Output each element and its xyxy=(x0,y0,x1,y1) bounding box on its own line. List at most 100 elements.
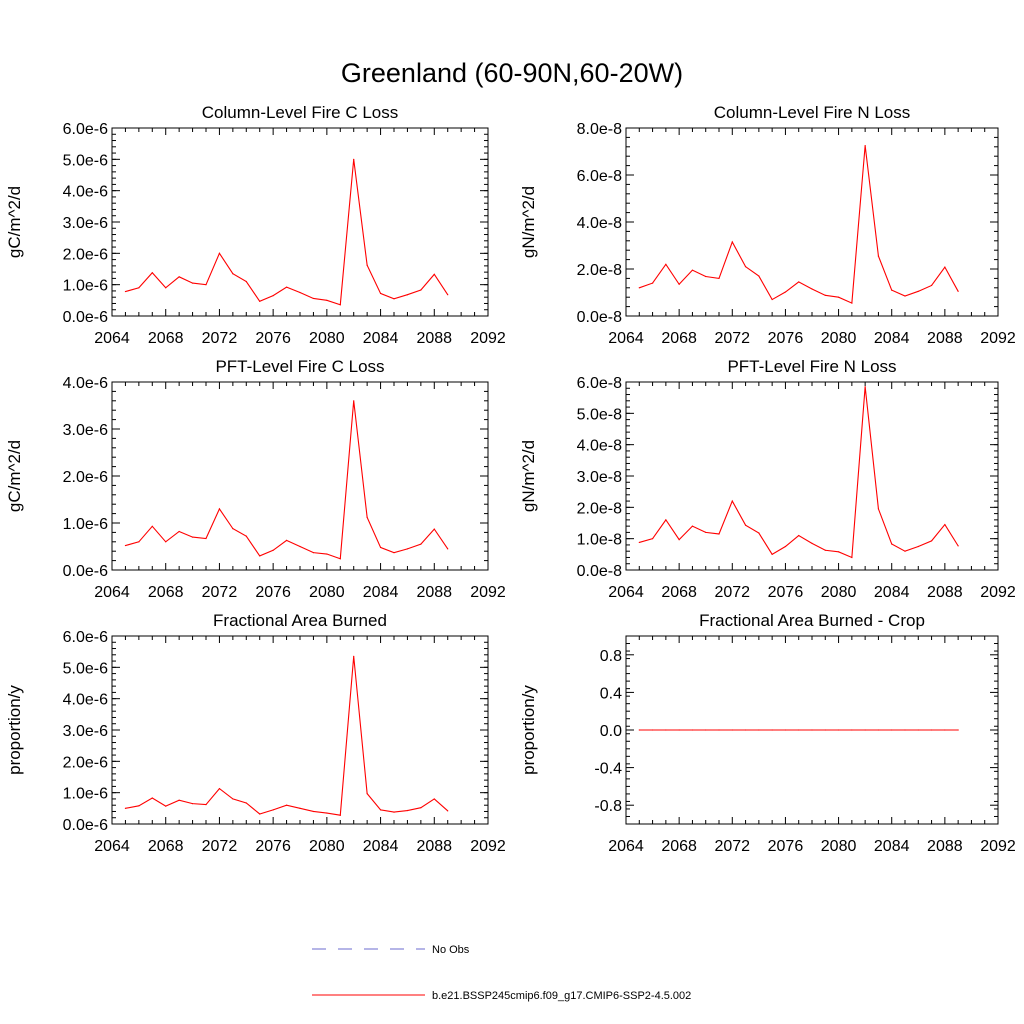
panel-1-point-2066 xyxy=(138,287,140,289)
panel-3-ytick-label-4: 4.0e-6 xyxy=(63,375,108,392)
panel-2-series-b-e21-bssp245cmip6-f xyxy=(639,145,959,304)
panel-3-point-2071 xyxy=(205,537,207,540)
panel-5-ytick-label-4: 4.0e-6 xyxy=(63,692,108,709)
panel-6-point-2071 xyxy=(718,729,720,731)
panel-6-point-2078 xyxy=(811,729,813,731)
panel-2-title: Column-Level Fire N Loss xyxy=(714,103,911,122)
panel-4-point-2072 xyxy=(731,500,733,502)
panel-1-point-2088 xyxy=(433,273,435,275)
panel-4-ytick-label-5: 5.0e-8 xyxy=(577,406,622,423)
panel-3-ylabel: gC/m^2/d xyxy=(5,440,24,512)
panel-6-point-2081 xyxy=(851,729,853,731)
panel-2-point-2083 xyxy=(877,255,880,257)
panel-3-xtick-label-2080: 2080 xyxy=(309,584,345,601)
panel-5-xtick-label-2068: 2068 xyxy=(148,838,184,855)
panel-4-point-2070 xyxy=(705,531,707,534)
panel-4-point-2076 xyxy=(784,545,787,548)
panel-2-point-2072 xyxy=(731,241,733,243)
panel-3-point-2073 xyxy=(232,528,234,530)
panel-6-point-2087 xyxy=(930,729,933,731)
panel-1-frame xyxy=(111,127,489,317)
panel-5-point-2089 xyxy=(447,810,449,812)
panel-2-point-2071 xyxy=(718,277,720,279)
panel-6-ytick-label-4: 0.8 xyxy=(600,648,622,665)
panel-5-xtick-label-2088: 2088 xyxy=(416,838,452,855)
panel-1-point-2078 xyxy=(299,291,301,294)
panel-5-point-2079 xyxy=(312,810,315,813)
panel-4-xtick-label-2072: 2072 xyxy=(714,584,750,601)
panel-3-point-2076 xyxy=(272,549,274,551)
panel-5-xtick-label-2072: 2072 xyxy=(202,838,238,855)
panel-1-ytick-label-3: 3.0e-6 xyxy=(63,215,108,232)
panel-3-point-2081 xyxy=(339,558,341,560)
panel-6-xtick-label-2088: 2088 xyxy=(927,838,963,855)
panel-4-ytick-label-2: 2.0e-8 xyxy=(577,500,622,517)
panel-6-xtick-label-2076: 2076 xyxy=(768,838,804,855)
panel-6-point-2088 xyxy=(944,729,946,731)
panel-6-xtick-label-2092: 2092 xyxy=(980,838,1016,855)
panel-6-point-2079 xyxy=(824,729,826,731)
panel-4-ytick-label-6: 6.0e-8 xyxy=(577,375,622,392)
panel-1-point-2086 xyxy=(406,294,409,296)
panel-5-point-2069 xyxy=(178,799,180,801)
panel-2-point-2085 xyxy=(904,295,906,297)
panel-3-point-2086 xyxy=(406,548,409,550)
panel-4-point-2080 xyxy=(837,551,840,553)
panel-1-point-2079 xyxy=(312,297,315,300)
panel-6-point-2066 xyxy=(651,729,654,731)
panel-4-point-2086 xyxy=(917,545,919,548)
panel-1-xtick-label-2072: 2072 xyxy=(202,330,238,347)
panel-1-ylabel: gC/m^2/d xyxy=(5,186,24,258)
panel-1-ytick-label-4: 4.0e-6 xyxy=(63,184,108,201)
panel-3-point-2077 xyxy=(285,539,288,541)
panel-1-ytick-label-6: 6.0e-6 xyxy=(63,121,108,138)
panel-5-point-2071 xyxy=(205,803,207,806)
panel-6-point-2076 xyxy=(784,729,787,731)
panel-2-point-2080 xyxy=(837,296,840,298)
panel-6-ytick-label-3: 0.4 xyxy=(600,685,622,702)
panel-5-ylabel: proportion/y xyxy=(5,685,24,775)
panel-2-ytick-label-4: 8.0e-8 xyxy=(577,121,622,138)
panel-2-point-2089 xyxy=(957,290,959,292)
panel-2-xtick-label-2076: 2076 xyxy=(768,330,804,347)
panel-1-xtick-label-2088: 2088 xyxy=(416,330,452,347)
panel-1-point-2068 xyxy=(165,287,167,289)
panel-3-title: PFT-Level Fire C Loss xyxy=(215,357,384,376)
panel-3-point-2087 xyxy=(420,543,422,545)
panel-5-point-2068 xyxy=(165,805,167,807)
panel-1-point-2072 xyxy=(218,252,221,254)
panel-5-title: Fractional Area Burned xyxy=(213,611,387,630)
panel-2-point-2069 xyxy=(691,269,694,271)
panel-4-title: PFT-Level Fire N Loss xyxy=(727,357,896,376)
panel-5-point-2073 xyxy=(232,798,234,800)
panel-2-ytick-label-3: 6.0e-8 xyxy=(577,168,622,185)
panel-1-xtick-label-2092: 2092 xyxy=(470,330,506,347)
panel-1-ytick-label-5: 5.0e-6 xyxy=(63,152,108,169)
panel-2-point-2082 xyxy=(864,145,866,147)
panel-2-point-2065 xyxy=(638,287,640,289)
panel-4-xtick-label-2088: 2088 xyxy=(927,584,963,601)
panel-5-xtick-label-2084: 2084 xyxy=(363,838,399,855)
panel-2-point-2079 xyxy=(824,294,826,296)
panel-6-ytick-label-2: 0.0 xyxy=(600,723,622,740)
panel-6-point-2080 xyxy=(837,729,840,731)
legend-label-no-obs: No Obs xyxy=(432,944,470,956)
panel-5-ytick-label-3: 3.0e-6 xyxy=(63,723,108,740)
panel-2-xtick-label-2064: 2064 xyxy=(608,330,644,347)
panel-2-frame xyxy=(625,127,999,317)
panel-6-point-2065 xyxy=(638,729,640,731)
panel-5-point-2086 xyxy=(406,809,409,812)
panel-4-xtick-label-2092: 2092 xyxy=(980,584,1016,601)
panel-2-point-2070 xyxy=(705,275,707,278)
panel-6-ytick-label-1: -0.4 xyxy=(594,761,622,778)
panel-5-point-2070 xyxy=(191,803,194,805)
panel-3-point-2084 xyxy=(379,546,382,549)
panel-1-point-2085 xyxy=(393,298,395,300)
panel-3-point-2069 xyxy=(178,530,180,533)
panel-6-point-2074 xyxy=(758,729,760,731)
panel-5-point-2082 xyxy=(353,655,355,657)
panel-4-series-b-e21-bssp245cmip6-f xyxy=(639,386,959,559)
panel-6-point-2086 xyxy=(917,729,919,731)
panel-2: Column-Level Fire N Loss gN/m^2/d 2064 2068… xyxy=(519,103,1016,347)
panel-3-point-2072 xyxy=(218,508,221,510)
